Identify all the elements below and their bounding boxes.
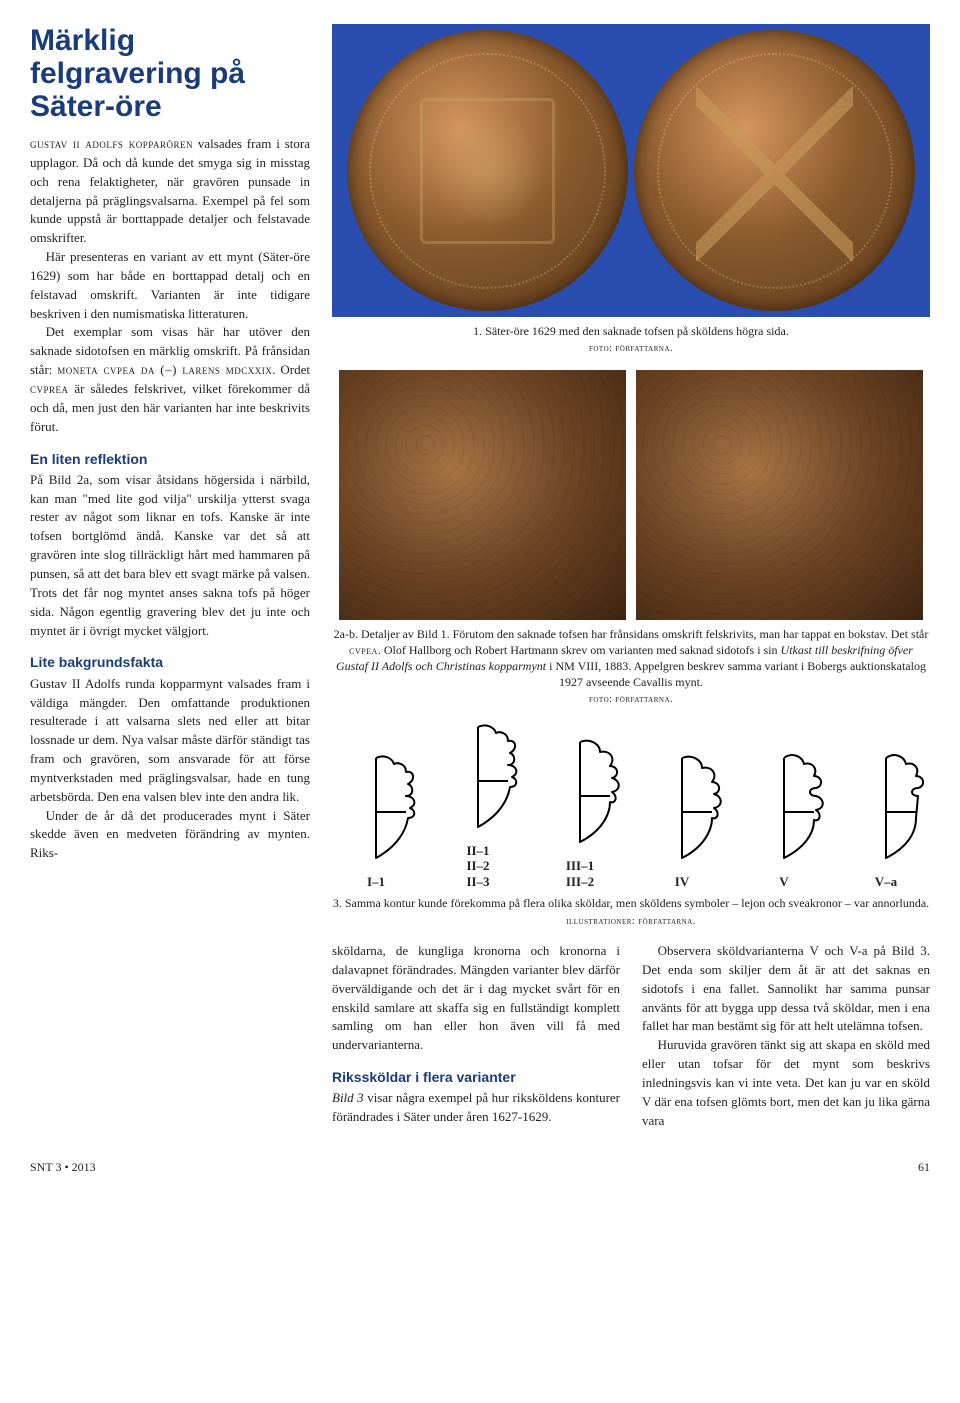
coin-obverse bbox=[347, 30, 628, 311]
shield-label: III–1 III–2 bbox=[540, 858, 620, 889]
shield-label: V bbox=[744, 874, 824, 890]
caption-1: 1. Säter-öre 1629 med den saknade tofsen… bbox=[332, 323, 930, 356]
para-bak2: Under de år då det producerades mynt i S… bbox=[30, 807, 310, 864]
figure-2-details bbox=[332, 370, 930, 620]
para-2: Här presenteras en variant av ett mynt (… bbox=[30, 248, 310, 323]
caption-2: 2a-b. Detaljer av Bild 1. Förutom den sa… bbox=[332, 626, 930, 707]
coin-reverse bbox=[634, 30, 915, 311]
shield-outline-icon bbox=[744, 752, 824, 862]
para-low-mid1: sköldarna, de kungliga kronorna och kron… bbox=[332, 942, 620, 1055]
footer-page-number: 61 bbox=[918, 1159, 930, 1176]
shield-variant: III–1 III–2 bbox=[540, 736, 620, 889]
detail-2a bbox=[339, 370, 626, 620]
shield-label: II–1 II–2 II–3 bbox=[438, 843, 518, 890]
shield-variant: I–1 bbox=[336, 752, 416, 889]
shield-outline-icon bbox=[540, 736, 620, 846]
para-bak1: Gustav II Adolfs runda kopparmynt valsad… bbox=[30, 675, 310, 807]
para-low-r1: Observera sköldvarianterna V och V-a på … bbox=[642, 942, 930, 1036]
caption-3: 3. Samma kontur kunde förekomma på flera… bbox=[332, 895, 930, 928]
page-title: Märklig felgravering på Säter-öre bbox=[30, 24, 310, 123]
para-low-r2: Huruvida gravören tänkt sig att skapa en… bbox=[642, 1036, 930, 1130]
heading-bakgrund: Lite bakgrundsfakta bbox=[30, 652, 310, 672]
heading-reflektion: En liten reflektion bbox=[30, 449, 310, 469]
intro-rest: valsades fram i stora upplagor. Då och d… bbox=[30, 136, 310, 245]
shield-outline-icon bbox=[438, 721, 518, 831]
shield-label: I–1 bbox=[336, 874, 416, 890]
intro-paragraph: gustav ii adolfs kopparören valsades fra… bbox=[30, 135, 310, 248]
shield-variant: IV bbox=[642, 752, 722, 889]
figure-1-coins bbox=[332, 24, 930, 317]
shield-variant: V bbox=[744, 752, 824, 889]
shield-outline-icon bbox=[846, 752, 926, 862]
figure-3-shields: I–1 II–1 II–2 II–3 III–1 III–2 IV V V–a bbox=[336, 721, 926, 890]
footer-issue: SNT 3 • 2013 bbox=[30, 1159, 96, 1176]
para-3: Det exemplar som visas här har utöver de… bbox=[30, 323, 310, 436]
shield-outline-icon bbox=[336, 752, 416, 862]
shield-variant: V–a bbox=[846, 752, 926, 889]
para-low-mid2: Bild 3 visar några exempel på hur rikskö… bbox=[332, 1089, 620, 1127]
intro-smallcaps: gustav ii adolfs kopparören bbox=[30, 136, 193, 151]
shield-variant: II–1 II–2 II–3 bbox=[438, 721, 518, 890]
shield-label: IV bbox=[642, 874, 722, 890]
shield-label: V–a bbox=[846, 874, 926, 890]
detail-2b bbox=[636, 370, 923, 620]
shield-outline-icon bbox=[642, 752, 722, 862]
para-reflektion: På Bild 2a, som visar åtsidans högersida… bbox=[30, 471, 310, 641]
heading-riks: Rikssköldar i flera varianter bbox=[332, 1067, 620, 1087]
